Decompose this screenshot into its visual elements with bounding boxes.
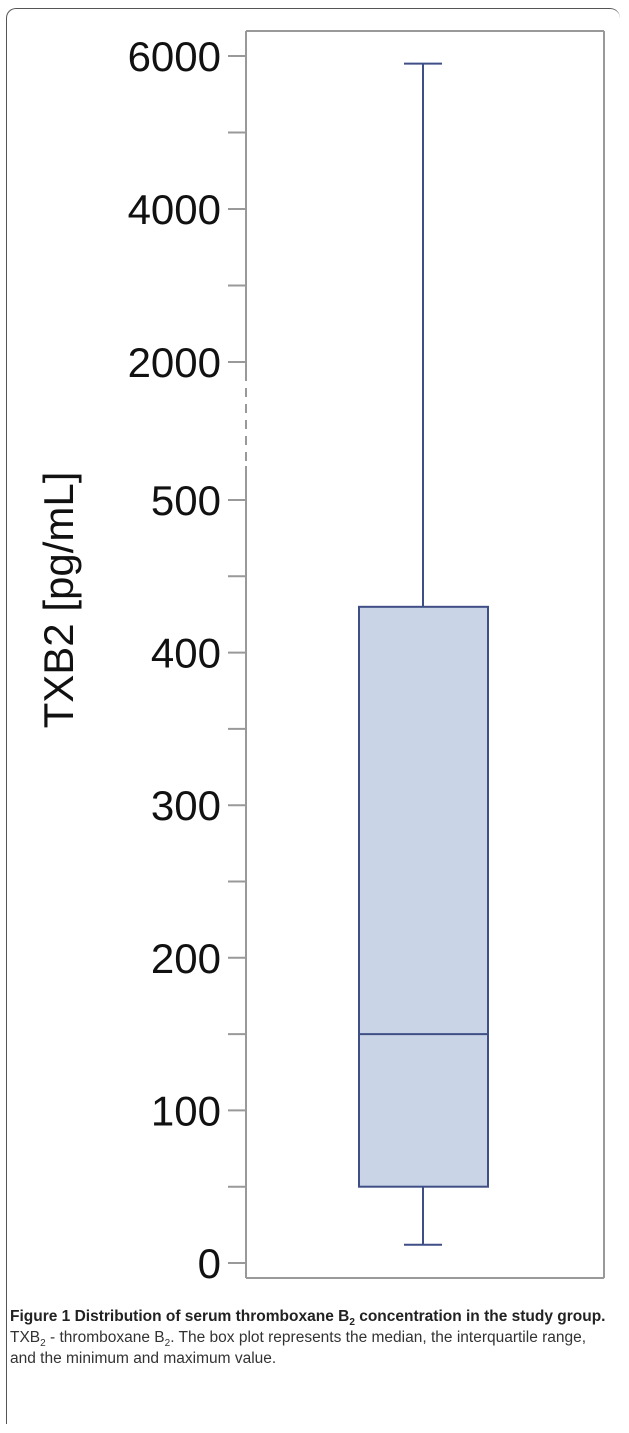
y-axis-title: TXB2 [pg/mL] (35, 472, 82, 729)
caption-abbreviation: TXB2 - thromboxane B2 (10, 1329, 171, 1350)
y-tick-label: 200 (151, 935, 221, 982)
figure-caption: Figure 1 Distribution of serum thromboxa… (10, 1306, 615, 1369)
caption-description: . The box plot represents the median, th… (10, 1329, 587, 1367)
y-tick-label: 400 (151, 630, 221, 677)
y-tick-label: 0 (198, 1240, 221, 1287)
figure-frame (6, 8, 620, 1424)
y-tick-label: 2000 (128, 339, 221, 386)
box-plot-chart: 0 100 200 300 400 500 2000 4000 6000 TXB2 [pg/mL] (35, 30, 605, 1287)
y-tick-label: 6000 (128, 33, 221, 80)
y-tick-label: 300 (151, 782, 221, 829)
caption-title: Distribution of serum thromboxane B2 con… (74, 1308, 606, 1329)
interquartile-box (358, 605, 489, 1188)
y-tick-label: 4000 (128, 186, 221, 233)
y-tick-label: 500 (151, 477, 221, 524)
caption-label: Figure 1 (10, 1308, 71, 1325)
y-tick-label: 100 (151, 1087, 221, 1134)
